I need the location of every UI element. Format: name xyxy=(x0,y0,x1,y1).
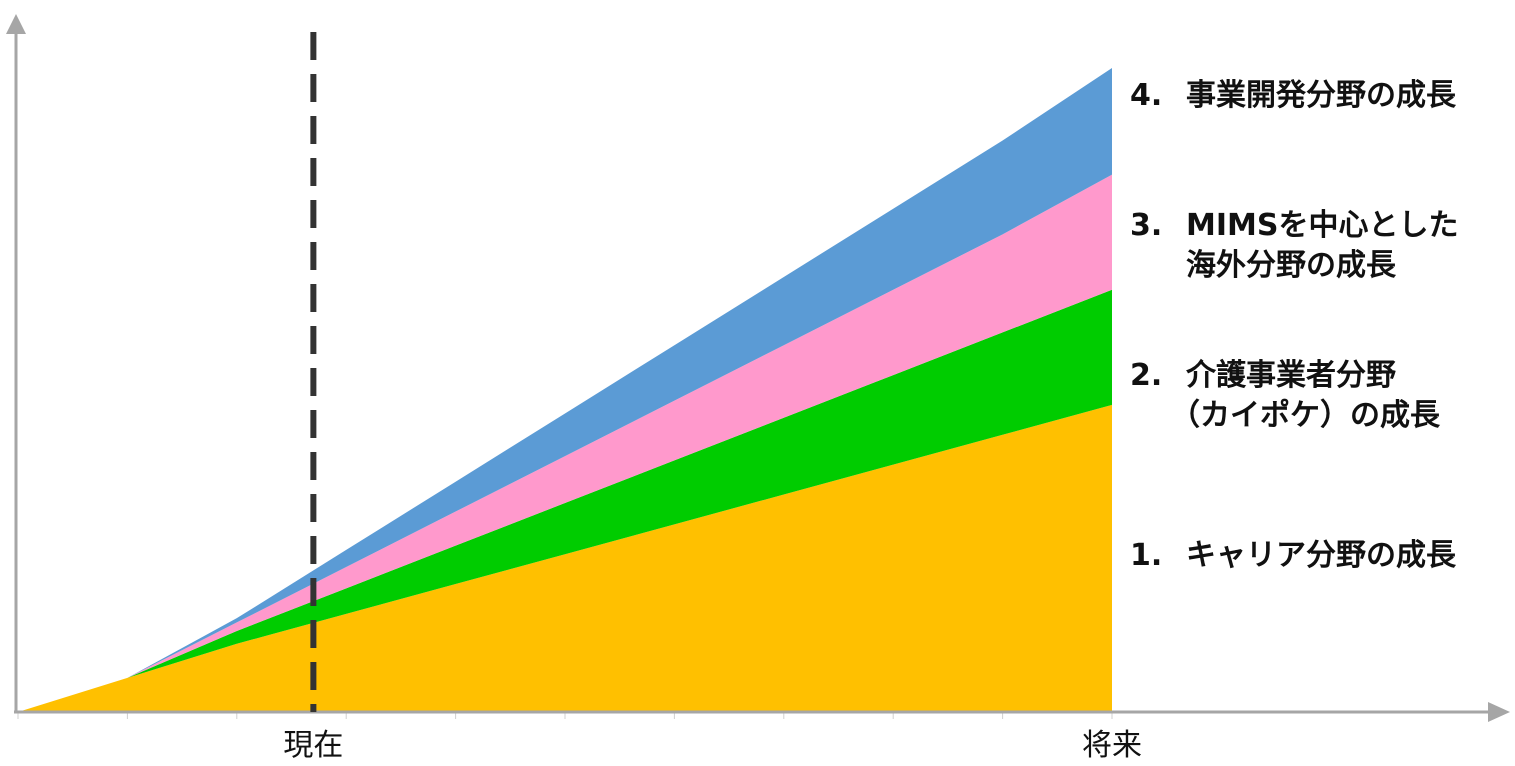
series-label-3-text-line1: MIMSを中心とした xyxy=(1186,208,1459,243)
series-label-1: 1. キャリア分野の成長 xyxy=(1130,536,1456,576)
series-label-3: 3. MIMSを中心とした 海外分野の成長 xyxy=(1130,206,1458,286)
series-label-1-number: 1. xyxy=(1130,538,1163,573)
x-axis-arrow xyxy=(1488,702,1510,722)
x-tick-label-now: 現在 xyxy=(283,728,344,763)
series-label-3-text-line2: 海外分野の成長 xyxy=(1186,248,1396,283)
series-label-4: 4. 事業開発分野の成長 xyxy=(1130,76,1456,116)
stacked-areas xyxy=(18,68,1112,713)
y-axis-arrow xyxy=(6,14,26,34)
series-label-3-number: 3. xyxy=(1130,208,1163,243)
series-label-4-number: 4. xyxy=(1130,78,1163,113)
series-label-2: 2. 介護事業者分野 （カイポケ）の成長 xyxy=(1130,356,1440,436)
series-label-2-text-line1: 介護事業者分野 xyxy=(1186,358,1396,393)
series-label-4-text: 事業開発分野の成長 xyxy=(1186,78,1456,113)
area-series-1 xyxy=(18,404,1112,712)
series-label-1-text: キャリア分野の成長 xyxy=(1186,538,1456,573)
series-label-2-number: 2. xyxy=(1130,358,1163,393)
series-label-2-text-line2: （カイポケ）の成長 xyxy=(1170,398,1440,433)
x-tick-label-future: 将来 xyxy=(1082,728,1142,763)
